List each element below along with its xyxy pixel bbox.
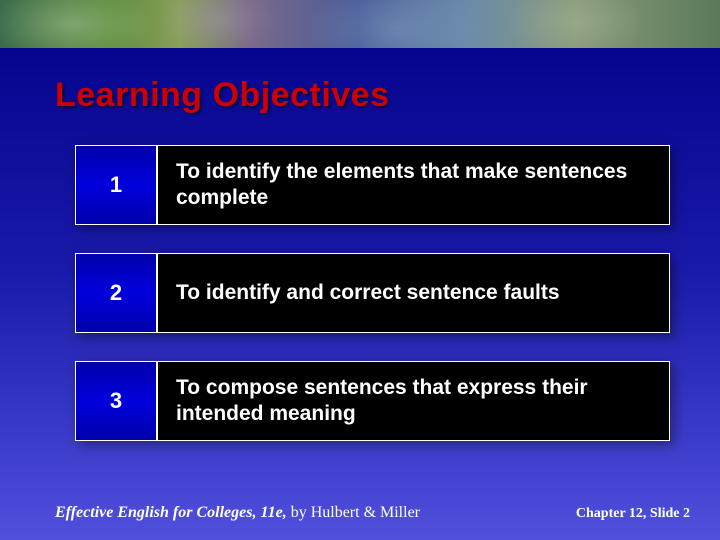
objective-number: 1	[75, 145, 157, 225]
book-title: Effective English for Colleges	[55, 504, 252, 521]
decorative-banner	[0, 0, 720, 48]
objective-number: 2	[75, 253, 157, 333]
objective-text: To identify the elements that make sente…	[157, 145, 670, 225]
objective-row: 1 To identify the elements that make sen…	[75, 145, 670, 225]
objective-text: To identify and correct sentence faults	[157, 253, 670, 333]
book-edition: , 11e,	[252, 504, 286, 521]
footer-book-info: Effective English for Colleges, 11e, by …	[55, 504, 420, 522]
objective-text: To compose sentences that express their …	[157, 361, 670, 441]
objectives-list: 1 To identify the elements that make sen…	[55, 145, 670, 441]
slide-footer: Effective English for Colleges, 11e, by …	[55, 504, 690, 522]
objective-row: 3 To compose sentences that express thei…	[75, 361, 670, 441]
slide-title: Learning Objectives	[55, 76, 670, 115]
objective-number: 3	[75, 361, 157, 441]
objective-row: 2 To identify and correct sentence fault…	[75, 253, 670, 333]
footer-chapter-slide: Chapter 12, Slide 2	[576, 506, 690, 522]
slide-content: Learning Objectives 1 To identify the el…	[0, 48, 720, 441]
book-authors: by Hulbert & Miller	[287, 504, 420, 521]
